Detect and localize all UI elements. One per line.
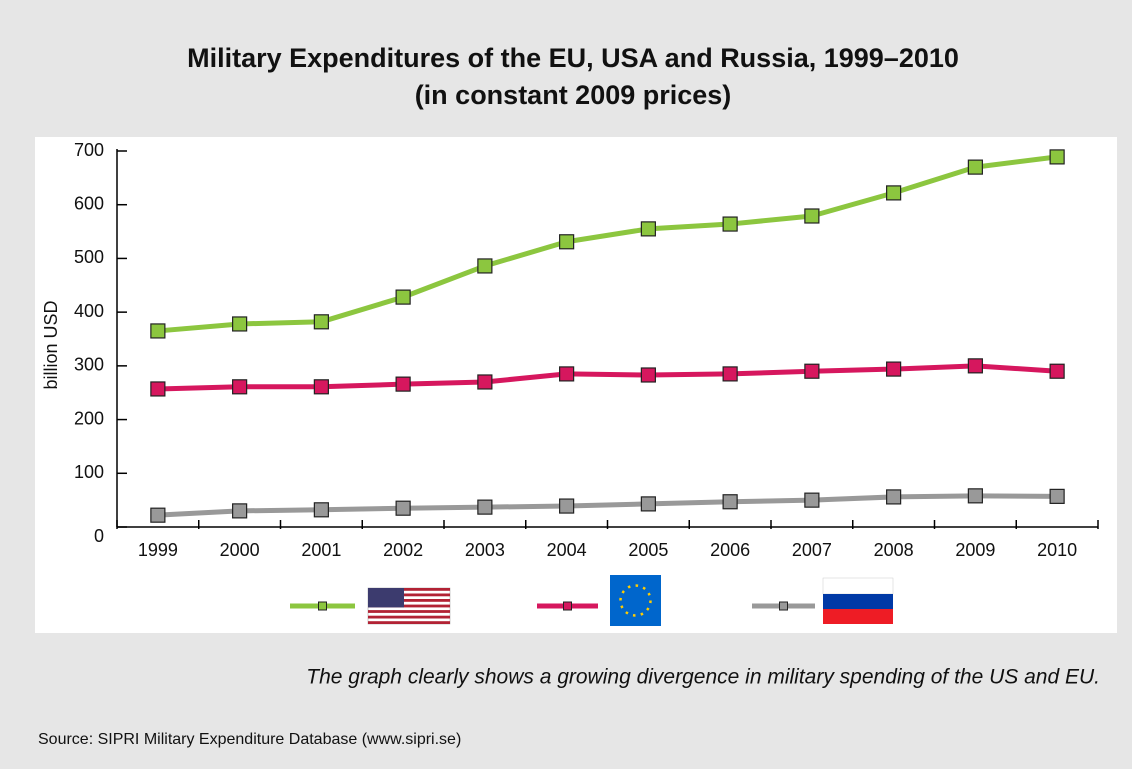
marker [804,492,820,508]
marker [640,367,656,383]
x-tick-label: 1999 [138,540,178,560]
marker [804,208,820,224]
x-tick-label: 2010 [1037,540,1077,560]
x-tick-label: 2004 [547,540,587,560]
x-tick-label: 2006 [710,540,750,560]
flag-russia [822,577,894,624]
y-tick-label: 300 [74,355,104,375]
marker [967,358,983,374]
x-tick-label: 2007 [792,540,832,560]
marker [477,258,493,274]
marker [722,494,738,510]
legend-marker [563,601,572,611]
marker [559,498,575,514]
legend [367,575,894,626]
marker [722,366,738,382]
source: Source: SIPRI Military Expenditure Datab… [38,731,461,748]
marker [477,374,493,390]
marker [313,379,329,395]
x-tick-label: 2009 [955,540,995,560]
marker [804,363,820,379]
chart-subtitle: (in constant 2009 prices) [415,80,732,110]
y-tick-label: 200 [74,408,104,428]
marker [886,361,902,377]
marker [967,159,983,175]
marker [640,221,656,237]
marker [886,489,902,505]
series-line [157,493,1058,518]
marker [559,366,575,382]
x-tick-label: 2001 [301,540,341,560]
y-axis-label: billion USD [41,300,61,389]
y-tick-label: 500 [74,247,104,267]
marker [1049,363,1065,379]
x-tick-label: 2000 [220,540,260,560]
annotation: The graph clearly shows a growing diverg… [306,666,1100,689]
marker [722,216,738,232]
marker [967,488,983,504]
x-tick-label: 2002 [383,540,423,560]
marker [313,314,329,330]
flag-eu [610,575,661,626]
series-line [157,363,1058,392]
x-tick-label: 2008 [874,540,914,560]
y-tick-label: 100 [74,462,104,482]
x-tick-label: 2005 [628,540,668,560]
marker [1049,488,1065,504]
marker [886,185,902,201]
marker [559,234,575,250]
marker [150,323,166,339]
marker [150,507,166,523]
y-tick-label: 600 [74,193,104,213]
y-tick-label: 400 [74,301,104,321]
legend-marker [779,601,788,611]
marker [232,316,248,332]
marker [232,379,248,395]
x-tick-label: 2003 [465,540,505,560]
marker [640,496,656,512]
y-tick-label: 700 [74,140,104,160]
marker [395,376,411,392]
y-tick-label: 0 [94,526,104,546]
marker [313,502,329,518]
marker [1049,149,1065,165]
series-line [157,154,1058,334]
marker [232,503,248,519]
marker [395,289,411,305]
flag-usa [367,587,451,625]
legend-marker [318,601,327,611]
marker [395,500,411,516]
marker [477,499,493,515]
chart-title: Military Expenditures of the EU, USA and… [187,43,959,73]
marker [150,381,166,397]
